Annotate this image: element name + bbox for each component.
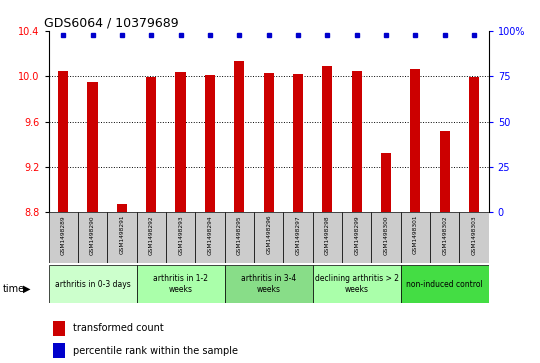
Text: non-induced control: non-induced control xyxy=(406,280,483,289)
Bar xyxy=(49,212,78,263)
Bar xyxy=(254,212,284,263)
Text: GSM1498298: GSM1498298 xyxy=(325,215,330,254)
Bar xyxy=(53,343,65,358)
Text: GSM1498301: GSM1498301 xyxy=(413,215,418,254)
Text: GSM1498289: GSM1498289 xyxy=(61,215,66,254)
Text: ▶: ▶ xyxy=(23,284,30,294)
Text: GSM1498293: GSM1498293 xyxy=(178,215,183,254)
Text: arthritis in 3-4
weeks: arthritis in 3-4 weeks xyxy=(241,274,296,294)
Bar xyxy=(195,212,225,263)
Bar xyxy=(381,154,391,212)
Bar xyxy=(53,321,65,336)
Bar xyxy=(460,212,489,263)
Text: arthritis in 1-2
weeks: arthritis in 1-2 weeks xyxy=(153,274,208,294)
Bar xyxy=(107,212,137,263)
Bar xyxy=(401,212,430,263)
Bar xyxy=(313,212,342,263)
Bar xyxy=(225,265,313,303)
Bar xyxy=(284,212,313,263)
Bar xyxy=(225,212,254,263)
Text: transformed count: transformed count xyxy=(73,323,164,333)
Text: GSM1498295: GSM1498295 xyxy=(237,215,242,254)
Bar xyxy=(117,204,127,212)
Text: GSM1498292: GSM1498292 xyxy=(149,215,154,254)
Bar xyxy=(430,212,460,263)
Bar xyxy=(234,61,245,212)
Bar xyxy=(137,212,166,263)
Bar xyxy=(87,82,98,212)
Text: percentile rank within the sample: percentile rank within the sample xyxy=(73,346,238,356)
Bar xyxy=(166,212,195,263)
Text: GSM1498302: GSM1498302 xyxy=(442,215,447,254)
Bar xyxy=(401,265,489,303)
Bar xyxy=(322,66,333,212)
Text: GSM1498290: GSM1498290 xyxy=(90,215,95,254)
Text: GSM1498299: GSM1498299 xyxy=(354,215,359,254)
Text: declining arthritis > 2
weeks: declining arthritis > 2 weeks xyxy=(315,274,399,294)
Bar xyxy=(440,131,450,212)
Bar xyxy=(352,70,362,212)
Bar xyxy=(313,265,401,303)
Bar xyxy=(410,69,421,212)
Text: time: time xyxy=(3,284,25,294)
Bar xyxy=(137,265,225,303)
Bar xyxy=(78,212,107,263)
Bar xyxy=(146,77,157,212)
Bar xyxy=(205,75,215,212)
Text: GSM1498300: GSM1498300 xyxy=(383,215,388,254)
Bar xyxy=(342,212,372,263)
Text: GSM1498303: GSM1498303 xyxy=(471,215,476,254)
Text: GSM1498294: GSM1498294 xyxy=(207,215,212,254)
Text: GSM1498297: GSM1498297 xyxy=(295,215,300,254)
Text: arthritis in 0-3 days: arthritis in 0-3 days xyxy=(55,280,131,289)
Text: GSM1498291: GSM1498291 xyxy=(119,215,124,254)
Text: GSM1498296: GSM1498296 xyxy=(266,215,271,254)
Bar xyxy=(372,212,401,263)
Bar xyxy=(264,73,274,212)
Bar xyxy=(49,265,137,303)
Bar xyxy=(293,74,303,212)
Bar xyxy=(469,77,479,212)
Bar xyxy=(58,70,69,212)
Bar xyxy=(176,72,186,212)
Text: GDS6064 / 10379689: GDS6064 / 10379689 xyxy=(44,17,179,30)
